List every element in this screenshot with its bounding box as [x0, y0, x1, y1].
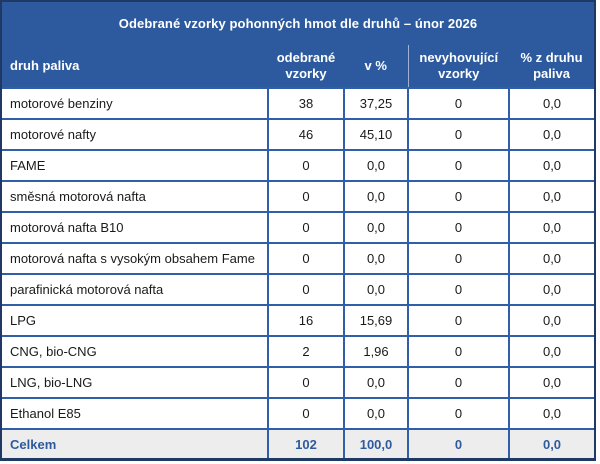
cell-pct-of-type: 0,0: [507, 273, 595, 306]
col-header-procent-z-druhu-paliva: % z druhu paliva: [509, 45, 595, 88]
col-header-odebrane-vzorky: odebrané vzorky: [268, 45, 344, 88]
cell-pct-of-type: 0,0: [507, 149, 595, 182]
total-samples: 102: [267, 428, 345, 458]
total-noncompliant: 0: [407, 428, 510, 458]
cell-fuel: motorové benziny: [2, 87, 269, 120]
cell-pct: 0,0: [343, 273, 409, 306]
total-pct: 100,0: [343, 428, 409, 458]
cell-fuel: Ethanol E85: [2, 397, 269, 430]
cell-samples: 0: [267, 397, 345, 430]
table-row: motorové benziny 38 37,25 0 0,0: [2, 87, 595, 120]
col-header-v-procentech: v %: [344, 45, 408, 88]
fuel-samples-table: Odebrané vzorky pohonných hmot dle druhů…: [2, 2, 595, 458]
table-row: parafinická motorová nafta 0 0,0 0 0,0: [2, 273, 595, 306]
cell-pct-of-type: 0,0: [507, 211, 595, 244]
cell-samples: 0: [267, 211, 345, 244]
cell-samples: 46: [267, 118, 345, 151]
cell-pct: 1,96: [343, 335, 409, 368]
cell-fuel: CNG, bio-CNG: [2, 335, 269, 368]
cell-pct: 0,0: [343, 242, 409, 275]
header-row: druh paliva odebrané vzorky v % nevyhovu…: [2, 45, 595, 88]
cell-fuel: motorová nafta s vysokým obsahem Fame: [2, 242, 269, 275]
table-row: CNG, bio-CNG 2 1,96 0 0,0: [2, 335, 595, 368]
cell-fuel: parafinická motorová nafta: [2, 273, 269, 306]
cell-samples: 0: [267, 366, 345, 399]
table-row: motorová nafta B10 0 0,0 0 0,0: [2, 211, 595, 244]
table-body: motorové benziny 38 37,25 0 0,0 motorové naft…: [2, 87, 595, 430]
cell-samples: 38: [267, 87, 345, 120]
cell-pct-of-type: 0,0: [507, 335, 595, 368]
table-row: motorová nafta s vysokým obsahem Fame 0 0,…: [2, 242, 595, 275]
cell-samples: 2: [267, 335, 345, 368]
table-row: LNG, bio-LNG 0 0,0 0 0,0: [2, 366, 595, 399]
cell-noncompliant: 0: [407, 242, 510, 275]
cell-fuel: směsná motorová nafta: [2, 180, 269, 213]
cell-noncompliant: 0: [407, 366, 510, 399]
cell-pct: 45,10: [343, 118, 409, 151]
cell-pct-of-type: 0,0: [507, 87, 595, 120]
cell-samples: 0: [267, 242, 345, 275]
title-row: Odebrané vzorky pohonných hmot dle druhů…: [2, 2, 595, 45]
cell-pct-of-type: 0,0: [507, 180, 595, 213]
cell-noncompliant: 0: [407, 149, 510, 182]
cell-pct-of-type: 0,0: [507, 397, 595, 430]
cell-noncompliant: 0: [407, 304, 510, 337]
cell-noncompliant: 0: [407, 397, 510, 430]
cell-pct-of-type: 0,0: [507, 304, 595, 337]
table-title: Odebrané vzorky pohonných hmot dle druhů…: [2, 2, 595, 45]
cell-noncompliant: 0: [407, 180, 510, 213]
cell-samples: 16: [267, 304, 345, 337]
total-label: Celkem: [2, 428, 269, 458]
col-header-nevyhovujici-vzorky: nevyhovující vzorky: [407, 45, 509, 88]
cell-noncompliant: 0: [407, 118, 510, 151]
cell-fuel: FAME: [2, 149, 269, 182]
cell-pct-of-type: 0,0: [507, 242, 595, 275]
table-row: motorové nafty 46 45,10 0 0,0: [2, 118, 595, 151]
cell-pct-of-type: 0,0: [507, 366, 595, 399]
cell-pct: 37,25: [343, 87, 409, 120]
cell-fuel: motorové nafty: [2, 118, 269, 151]
cell-samples: 0: [267, 149, 345, 182]
cell-noncompliant: 0: [407, 87, 510, 120]
cell-pct: 0,0: [343, 180, 409, 213]
cell-pct: 0,0: [343, 211, 409, 244]
cell-fuel: LNG, bio-LNG: [2, 366, 269, 399]
cell-samples: 0: [267, 180, 345, 213]
table-row: směsná motorová nafta 0 0,0 0 0,0: [2, 180, 595, 213]
cell-fuel: motorová nafta B10: [2, 211, 269, 244]
table-row: LPG 16 15,69 0 0,0: [2, 304, 595, 337]
cell-pct-of-type: 0,0: [507, 118, 595, 151]
cell-pct: 15,69: [343, 304, 409, 337]
total-row: Celkem 102 100,0 0 0,0: [2, 428, 595, 458]
cell-pct: 0,0: [343, 397, 409, 430]
cell-pct: 0,0: [343, 149, 409, 182]
cell-noncompliant: 0: [407, 211, 510, 244]
col-header-druh-paliva: druh paliva: [2, 45, 268, 88]
cell-fuel: LPG: [2, 304, 269, 337]
cell-noncompliant: 0: [407, 335, 510, 368]
cell-samples: 0: [267, 273, 345, 306]
cell-pct: 0,0: [343, 366, 409, 399]
table-row: FAME 0 0,0 0 0,0: [2, 149, 595, 182]
cell-noncompliant: 0: [407, 273, 510, 306]
total-pct-of-type: 0,0: [507, 428, 595, 458]
table-row: Ethanol E85 0 0,0 0 0,0: [2, 397, 595, 430]
